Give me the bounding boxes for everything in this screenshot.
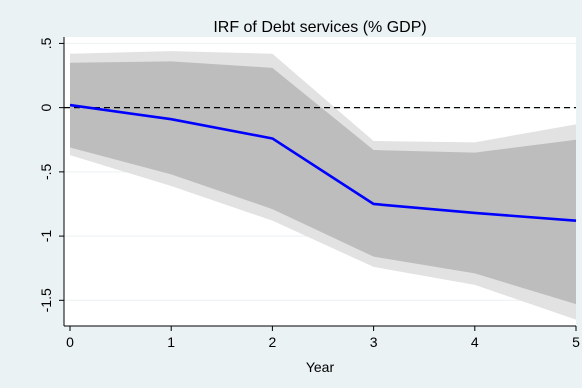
y-tick-label-2: -.5 xyxy=(38,163,54,180)
y-tick-label-4: -1.5 xyxy=(38,288,54,312)
x-tick-label-1: 1 xyxy=(167,334,175,350)
x-tick-label-0: 0 xyxy=(66,334,74,350)
y-tick-label-0: .5 xyxy=(38,37,54,49)
x-tick-label-5: 5 xyxy=(572,334,580,350)
y-tick-label-3: -1 xyxy=(38,230,54,243)
y-tick-label-1: 0 xyxy=(38,104,54,112)
x-tick-label-2: 2 xyxy=(269,334,277,350)
x-axis-label: Year xyxy=(306,359,335,375)
chart-title: IRF of Debt services (% GDP) xyxy=(213,19,426,36)
x-tick-label-3: 3 xyxy=(370,334,378,350)
x-tick-label-4: 4 xyxy=(471,334,479,350)
